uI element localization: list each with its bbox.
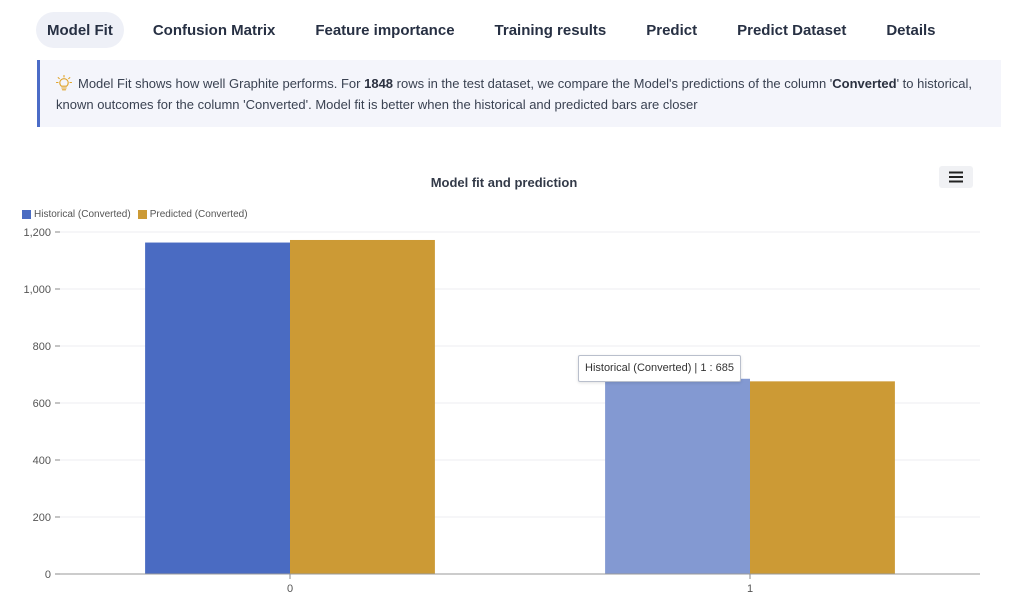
tab-predict[interactable]: Predict <box>646 21 698 39</box>
tab-details[interactable]: Details <box>886 21 936 39</box>
info-text-part1: Model Fit shows how well Graphite perfor… <box>78 76 365 91</box>
tab-model-fit[interactable]: Model Fit <box>36 12 124 48</box>
y-tick-label: 200 <box>33 512 51 524</box>
legend-item-predicted[interactable]: Predicted (Converted) <box>137 209 248 220</box>
chart-menu-button[interactable] <box>939 166 973 188</box>
info-banner: Model Fit shows how well Graphite perfor… <box>37 60 1001 127</box>
bar-historical-1[interactable] <box>605 378 750 574</box>
info-row-count: 1848 <box>364 76 394 91</box>
y-tick-label: 800 <box>33 341 51 353</box>
chart-tooltip: Historical (Converted) | 1 : 685 <box>578 355 741 382</box>
y-tick-label: 600 <box>33 398 51 410</box>
bar-historical-0[interactable] <box>145 242 290 575</box>
lightbulb-icon <box>56 75 72 91</box>
tab-training-results[interactable]: Training results <box>494 21 607 39</box>
x-tick-label: 1 <box>747 583 753 595</box>
tab-bar: Model Fit Confusion Matrix Feature impor… <box>36 12 965 48</box>
legend-item-historical[interactable]: Historical (Converted) <box>22 209 131 220</box>
y-tick-label: 0 <box>45 569 51 581</box>
bar-predicted-0[interactable] <box>290 239 435 575</box>
legend-label-historical: Historical (Converted) <box>34 209 131 220</box>
legend-swatch-predicted <box>137 210 147 219</box>
tab-confusion-matrix[interactable]: Confusion Matrix <box>152 21 276 39</box>
info-text-part3: ' to historical, known outcomes for the … <box>56 76 973 112</box>
chart-title: Model fit and prediction <box>430 175 578 190</box>
bar-predicted-1[interactable] <box>750 381 895 574</box>
tab-feature-importance[interactable]: Feature importance <box>315 21 455 39</box>
y-tick-label: 1,200 <box>23 227 51 239</box>
y-tick-label: 1,000 <box>23 284 51 296</box>
legend-label-predicted: Predicted (Converted) <box>149 209 248 220</box>
y-tick-label: 400 <box>33 455 51 467</box>
info-column-name: Converted <box>832 76 897 91</box>
tab-predict-dataset[interactable]: Predict Dataset <box>737 21 847 39</box>
legend-swatch-historical <box>22 210 31 219</box>
chart-legend: Historical (Converted) Predicted (Conver… <box>22 209 255 220</box>
x-tick-label: 0 <box>287 583 293 595</box>
info-text-part2: rows in the test dataset, we compare the… <box>393 76 833 91</box>
hamburger-menu-icon <box>949 171 963 183</box>
